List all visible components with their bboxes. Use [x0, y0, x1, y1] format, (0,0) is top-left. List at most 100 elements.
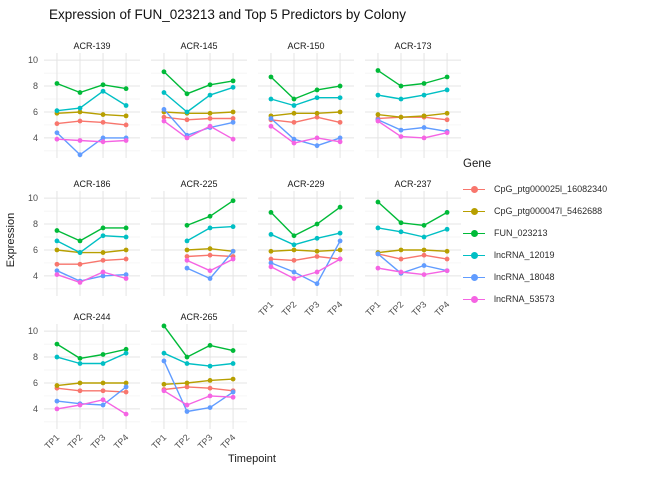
series-line-CpG_ptg000047l_5462688 [56, 382, 127, 387]
data-point-lncRNA_12019 [77, 105, 83, 111]
data-point-lncRNA_12019 [77, 250, 83, 255]
series-line-FUN_023213 [377, 69, 448, 87]
data-point-lncRNA_12019 [337, 230, 343, 236]
data-point-lncRNA_18048 [291, 269, 297, 275]
data-point-lncRNA_18048 [207, 276, 213, 281]
data-point-lncRNA_53573 [161, 118, 167, 124]
series-line-FUN_023213 [270, 76, 341, 100]
data-point-CpG_ptg000025l_16082340 [207, 385, 213, 391]
series-line-CpG_ptg000025l_16082340 [270, 116, 341, 124]
facet-strip-label: ACR-173 [394, 41, 432, 51]
facet-ACR-244: ACR-244 TP1 TP2 TP3 TP4 [43, 311, 140, 464]
data-point-lncRNA_53573 [184, 135, 190, 141]
facet-ACR-173: ACR-173 [365, 40, 461, 193]
series-line-FUN_023213 [56, 227, 127, 242]
data-point-CpG_ptg000047l_5462688 [100, 112, 106, 117]
series-line-lncRNA_12019 [56, 235, 127, 254]
series-line-lncRNA_53573 [270, 258, 341, 280]
data-point-FUN_023213 [398, 83, 404, 89]
data-point-lncRNA_12019 [421, 92, 427, 98]
legend-entries: CpG_ptg000025l_16082340 CpG_ptg000047l_54… [463, 178, 669, 310]
legend-entry-label: lncRNA_18048 [494, 272, 555, 282]
data-point-lncRNA_53573 [77, 279, 83, 285]
data-point-lncRNA_53573 [375, 265, 381, 271]
facet-ACR-225: ACR-225 [151, 178, 247, 331]
data-point-CpG_ptg000047l_5462688 [444, 110, 450, 116]
data-point-CpG_ptg000025l_16082340 [123, 122, 129, 128]
facet-panel: TP1 TP2 TP3 TP4 [257, 191, 354, 318]
data-point-FUN_023213 [337, 83, 343, 89]
series-line-lncRNA_53573 [163, 390, 234, 406]
series-line-CpG_ptg000025l_16082340 [56, 120, 127, 126]
data-point-FUN_023213 [207, 213, 213, 219]
data-point-lncRNA_53573 [314, 135, 320, 141]
y-tick-label: 6 [32, 377, 38, 388]
data-point-lncRNA_18048 [54, 398, 60, 404]
data-point-CpG_ptg000025l_16082340 [291, 119, 297, 125]
data-point-CpG_ptg000025l_16082340 [123, 389, 129, 395]
legend-key-dot [471, 252, 478, 259]
legend-entry-label: lncRNA_53573 [494, 294, 555, 304]
series-line-CpG_ptg000025l_16082340 [377, 253, 448, 260]
data-point-CpG_ptg000047l_5462688 [421, 113, 427, 119]
data-point-FUN_023213 [230, 78, 236, 84]
data-point-lncRNA_12019 [230, 224, 236, 230]
legend-key-icon [463, 250, 485, 260]
data-point-CpG_ptg000047l_5462688 [291, 247, 297, 253]
facet-panel [44, 191, 140, 296]
facet-panel [44, 53, 140, 158]
legend-entry-label: CpG_ptg000025l_16082340 [494, 184, 608, 194]
data-point-CpG_ptg000047l_5462688 [100, 380, 106, 386]
y-tick-label: 10 [27, 326, 38, 337]
legend-entry-CpG_ptg000025l_16082340: CpG_ptg000025l_16082340 [463, 178, 669, 200]
data-point-lncRNA_12019 [291, 242, 297, 248]
legend-entry-lncRNA_53573: lncRNA_53573 [463, 288, 669, 310]
facet-ACR-186: ACR-186 [44, 178, 140, 331]
data-point-FUN_023213 [184, 222, 190, 228]
data-point-CpG_ptg000025l_16082340 [314, 254, 320, 259]
x-tick-label: TP3 [303, 299, 322, 318]
data-point-lncRNA_18048 [161, 106, 167, 112]
y-axis-title: Expression [5, 212, 17, 268]
data-point-lncRNA_18048 [100, 273, 106, 279]
data-point-FUN_023213 [398, 220, 404, 226]
data-point-CpG_ptg000047l_5462688 [184, 380, 190, 386]
data-point-lncRNA_12019 [184, 361, 190, 366]
data-point-lncRNA_12019 [444, 226, 450, 232]
data-point-lncRNA_12019 [207, 225, 213, 231]
data-point-lncRNA_53573 [268, 123, 274, 129]
series-line-FUN_023213 [163, 71, 234, 95]
data-point-CpG_ptg000025l_16082340 [291, 257, 297, 263]
data-point-lncRNA_53573 [54, 406, 60, 412]
data-point-lncRNA_12019 [207, 92, 213, 98]
y-tick-label: 4 [32, 132, 38, 143]
facet-ACR-229: ACR-229 TP1 TP2 TP3 TP4 [257, 178, 354, 331]
data-point-lncRNA_18048 [314, 143, 320, 149]
series-line-CpG_ptg000047l_5462688 [270, 111, 341, 117]
series-line-CpG_ptg000047l_5462688 [56, 249, 127, 254]
facet-panel: TP1 TP2 TP3 TP4 [43, 324, 140, 451]
x-tick-label: TP1 [43, 432, 62, 451]
data-point-lncRNA_18048 [100, 135, 106, 141]
series-line-lncRNA_53573 [56, 138, 127, 143]
data-point-lncRNA_53573 [337, 139, 343, 145]
facet-strip-label: ACR-237 [394, 179, 432, 189]
legend-key-dot [471, 186, 478, 193]
data-point-FUN_023213 [268, 209, 274, 215]
data-point-lncRNA_12019 [398, 96, 404, 102]
data-point-lncRNA_18048 [421, 263, 427, 268]
series-line-lncRNA_12019 [163, 86, 234, 113]
data-point-CpG_ptg000025l_16082340 [77, 261, 83, 267]
data-point-CpG_ptg000047l_5462688 [100, 250, 106, 255]
series-line-lncRNA_18048 [163, 360, 234, 413]
data-point-CpG_ptg000047l_5462688 [184, 247, 190, 253]
data-point-lncRNA_18048 [337, 238, 343, 244]
data-point-lncRNA_53573 [123, 411, 129, 417]
legend-key-dot [471, 274, 478, 281]
data-point-CpG_ptg000047l_5462688 [207, 377, 213, 383]
data-point-CpG_ptg000047l_5462688 [314, 110, 320, 116]
data-point-lncRNA_12019 [230, 361, 236, 366]
x-tick-label: TP4 [219, 432, 238, 451]
data-point-lncRNA_12019 [184, 238, 190, 244]
